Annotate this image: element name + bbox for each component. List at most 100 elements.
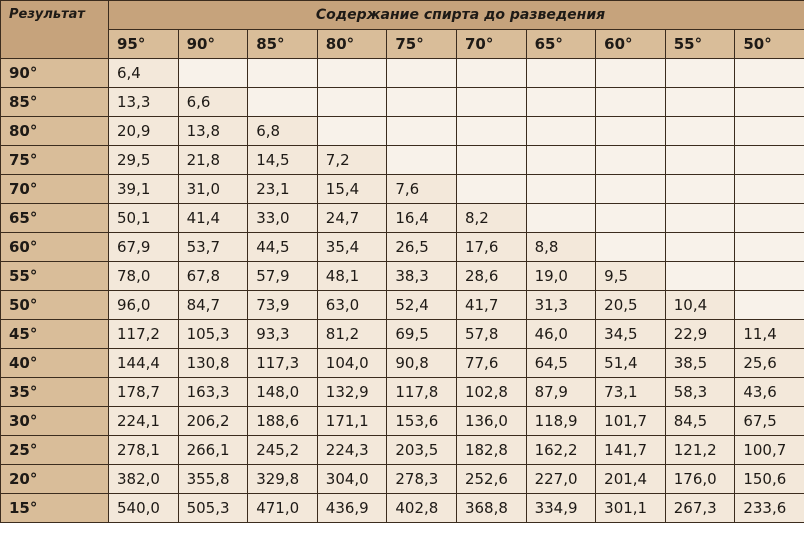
value-cell: 132,9 [316, 377, 388, 407]
empty-cell [316, 87, 388, 117]
value-cell: 58,3 [664, 377, 736, 407]
value-cell: 6,4 [108, 58, 179, 88]
empty-cell [525, 87, 597, 117]
row-header: 85° [0, 87, 109, 117]
value-cell: 25,6 [734, 348, 804, 378]
value-cell: 14,5 [247, 145, 318, 175]
value-cell: 19,0 [525, 261, 597, 291]
value-cell: 402,8 [386, 493, 457, 523]
empty-cell [664, 116, 736, 146]
value-cell: 203,5 [386, 435, 457, 465]
empty-cell [664, 145, 736, 175]
table-row: 70° 39,1 31,0 23,1 15,4 7,6 [0, 174, 804, 204]
empty-cell [455, 87, 527, 117]
value-cell: 252,6 [455, 464, 527, 494]
value-cell: 87,9 [525, 377, 597, 407]
value-cell: 224,3 [316, 435, 388, 465]
table-row: 60° 67,9 53,7 44,5 35,4 26,5 17,6 8,8 [0, 232, 804, 262]
value-cell: 90,8 [386, 348, 457, 378]
value-cell: 227,0 [525, 464, 597, 494]
column-header: 85° [247, 29, 318, 59]
value-cell: 96,0 [108, 290, 179, 320]
value-cell: 245,2 [247, 435, 318, 465]
value-cell: 38,5 [664, 348, 736, 378]
column-header: 75° [386, 29, 457, 59]
empty-cell [455, 145, 527, 175]
value-cell: 39,1 [108, 174, 179, 204]
row-header: 65° [0, 203, 109, 233]
value-cell: 29,5 [108, 145, 179, 175]
value-cell: 117,2 [108, 319, 179, 349]
value-cell: 329,8 [247, 464, 318, 494]
table-row: 50° 96,0 84,7 73,9 63,0 52,4 41,7 31,3 20,5 10,4 [0, 290, 804, 320]
value-cell: 100,7 [734, 435, 804, 465]
value-cell: 206,2 [177, 406, 249, 436]
empty-cell [386, 87, 457, 117]
value-cell: 178,7 [108, 377, 179, 407]
value-cell: 64,5 [525, 348, 597, 378]
value-cell: 63,0 [316, 290, 388, 320]
value-cell: 81,2 [316, 319, 388, 349]
value-cell: 67,8 [177, 261, 249, 291]
value-cell: 382,0 [108, 464, 179, 494]
empty-cell [734, 174, 804, 204]
row-header: 35° [0, 377, 109, 407]
column-header: 65° [525, 29, 597, 59]
empty-cell [525, 174, 597, 204]
empty-cell [595, 116, 666, 146]
value-cell: 6,8 [247, 116, 318, 146]
value-cell: 34,5 [595, 319, 666, 349]
column-header: 50° [734, 29, 804, 59]
value-cell: 355,8 [177, 464, 249, 494]
empty-cell [386, 58, 457, 88]
value-cell: 278,3 [386, 464, 457, 494]
value-cell: 21,8 [177, 145, 249, 175]
empty-cell [664, 174, 736, 204]
value-cell: 48,1 [316, 261, 388, 291]
value-cell: 8,2 [455, 203, 527, 233]
empty-cell [595, 203, 666, 233]
value-cell: 141,7 [595, 435, 666, 465]
empty-cell [595, 232, 666, 262]
column-header: 80° [316, 29, 388, 59]
value-cell: 144,4 [108, 348, 179, 378]
empty-cell [316, 58, 388, 88]
value-cell: 301,1 [595, 493, 666, 523]
empty-cell [386, 145, 457, 175]
row-header: 60° [0, 232, 109, 262]
table-row: 40° 144,4 130,8 117,3 104,0 90,8 77,6 64,5 51,4 3… [0, 348, 804, 378]
value-cell: 73,1 [595, 377, 666, 407]
row-header: 50° [0, 290, 109, 320]
table-row: 45° 117,2 105,3 93,3 81,2 69,5 57,8 46,0 34,5 22,… [0, 319, 804, 349]
empty-cell [734, 116, 804, 146]
value-cell: 15,4 [316, 174, 388, 204]
value-cell: 23,1 [247, 174, 318, 204]
value-cell: 31,0 [177, 174, 249, 204]
value-cell: 16,4 [386, 203, 457, 233]
empty-cell [734, 58, 804, 88]
value-cell: 38,3 [386, 261, 457, 291]
empty-cell [247, 87, 318, 117]
value-cell: 136,0 [455, 406, 527, 436]
empty-cell [595, 58, 666, 88]
value-cell: 105,3 [177, 319, 249, 349]
value-cell: 10,4 [664, 290, 736, 320]
row-header: 40° [0, 348, 109, 378]
empty-cell [595, 87, 666, 117]
value-cell: 41,4 [177, 203, 249, 233]
value-cell: 35,4 [316, 232, 388, 262]
table-row: 75° 29,5 21,8 14,5 7,2 [0, 145, 804, 175]
value-cell: 33,0 [247, 203, 318, 233]
value-cell: 176,0 [664, 464, 736, 494]
empty-cell [455, 116, 527, 146]
empty-cell [734, 232, 804, 262]
value-cell: 41,7 [455, 290, 527, 320]
table-row: 90° 6,4 [0, 58, 804, 88]
value-cell: 13,3 [108, 87, 179, 117]
row-header: 45° [0, 319, 109, 349]
value-cell: 51,4 [595, 348, 666, 378]
value-cell: 304,0 [316, 464, 388, 494]
empty-cell [525, 116, 597, 146]
empty-cell [525, 145, 597, 175]
